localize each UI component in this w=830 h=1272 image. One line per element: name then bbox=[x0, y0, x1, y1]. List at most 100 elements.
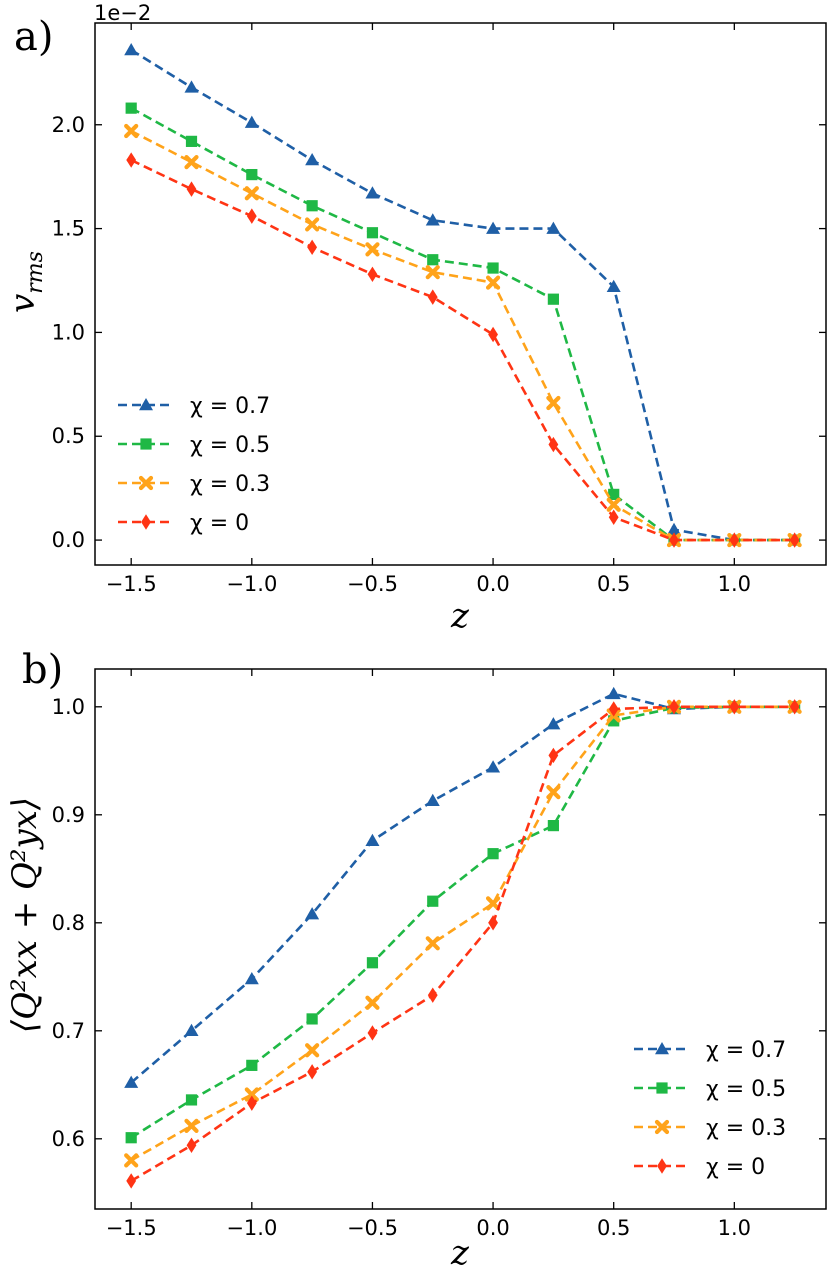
data-point bbox=[548, 747, 559, 764]
x-tick-label: 0.0 bbox=[476, 572, 509, 596]
data-point bbox=[305, 153, 320, 166]
panel-b-ylabel: ⟨Q²xx + Q²yx⟩ bbox=[5, 797, 45, 1033]
y-tick-label: 2.0 bbox=[52, 113, 85, 137]
data-point bbox=[125, 102, 137, 114]
data-point bbox=[427, 254, 439, 266]
data-point bbox=[185, 1094, 198, 1106]
data-point bbox=[789, 699, 800, 715]
legend-label: χ = 0.3 bbox=[706, 1116, 786, 1141]
y-tick-label: 0.5 bbox=[52, 424, 85, 448]
y-tick-label: 0.6 bbox=[52, 1127, 85, 1151]
series-diamond bbox=[126, 699, 800, 1189]
data-point bbox=[126, 1173, 137, 1189]
data-point bbox=[425, 793, 440, 807]
x-tick-label: −1.0 bbox=[226, 572, 277, 596]
legend-entry: χ = 0.3 bbox=[634, 1116, 786, 1141]
series-line bbox=[130, 158, 795, 542]
data-point bbox=[488, 915, 498, 931]
x-tick-label: 0.5 bbox=[597, 1216, 630, 1240]
data-point bbox=[425, 265, 440, 280]
series-line bbox=[130, 705, 795, 1162]
data-point bbox=[546, 395, 561, 411]
legend-marker bbox=[141, 514, 151, 530]
panel-b-ticks: −1.5 −1.0 −0.5 0.0 0.5 1.0 0.6 0.7 0.8 0.9 1.0 bbox=[52, 669, 826, 1240]
data-point bbox=[305, 907, 320, 920]
data-point bbox=[365, 995, 380, 1010]
data-point bbox=[184, 80, 199, 93]
legend-marker bbox=[657, 1158, 667, 1174]
panel-b-frame bbox=[94, 668, 827, 1210]
data-point bbox=[185, 135, 198, 147]
legend-marker bbox=[654, 1119, 670, 1135]
series-x bbox=[124, 699, 802, 1168]
data-point bbox=[365, 242, 380, 257]
data-point bbox=[367, 266, 378, 282]
data-point bbox=[366, 227, 379, 239]
legend-entry: χ = 0.3 bbox=[118, 472, 270, 497]
data-point bbox=[425, 213, 440, 226]
legend-marker bbox=[138, 475, 154, 491]
data-point bbox=[425, 936, 440, 951]
data-point bbox=[486, 760, 501, 773]
data-point bbox=[547, 820, 559, 832]
legend-marker bbox=[140, 438, 152, 450]
data-point bbox=[366, 957, 379, 969]
data-point bbox=[669, 699, 679, 715]
panel-b: b) z ⟨Q²xx + Q²yx⟩ −1.5 −1.0 −0.5 0.0 0.5 1.0… bbox=[5, 647, 827, 1272]
panel-a-ylabel-main: v bbox=[3, 294, 43, 313]
series-diamond bbox=[126, 152, 800, 548]
legend-entry: χ = 0.7 bbox=[634, 1038, 786, 1063]
legend-label: χ = 0.7 bbox=[190, 394, 270, 419]
data-point bbox=[246, 168, 258, 181]
x-tick-label: −1.5 bbox=[106, 572, 157, 596]
legend-entry: χ = 0.5 bbox=[634, 1077, 786, 1102]
data-point bbox=[729, 532, 740, 548]
data-point bbox=[186, 181, 197, 197]
x-tick-label: −0.5 bbox=[347, 1216, 398, 1240]
data-point bbox=[427, 289, 438, 305]
x-tick-label: 1.0 bbox=[718, 572, 751, 596]
data-point bbox=[305, 1043, 320, 1058]
series-line bbox=[130, 106, 795, 542]
data-point bbox=[606, 686, 621, 700]
panel-a-ylabel-sub: rms bbox=[23, 251, 48, 294]
legend-label: χ = 0.7 bbox=[706, 1038, 786, 1063]
data-point bbox=[124, 42, 139, 56]
data-point bbox=[608, 488, 620, 500]
data-point bbox=[244, 1087, 259, 1102]
data-point bbox=[367, 1025, 378, 1041]
y-tick-label: 0.8 bbox=[52, 911, 85, 935]
y-tick-label: 0.0 bbox=[52, 528, 85, 552]
legend-label: χ = 0 bbox=[706, 1155, 765, 1180]
legend-entry: χ = 0.7 bbox=[118, 394, 270, 419]
data-point bbox=[485, 275, 501, 290]
y-tick-label: 1.5 bbox=[52, 217, 85, 241]
legend-label: χ = 0.3 bbox=[190, 472, 270, 497]
data-point bbox=[427, 987, 438, 1003]
data-point bbox=[427, 895, 439, 907]
data-point bbox=[184, 155, 199, 170]
legend-entry: χ = 0.5 bbox=[118, 433, 270, 458]
panel-b-legend: χ = 0.7 χ = 0.5 χ = 0.3 χ = 0 bbox=[634, 1038, 786, 1180]
panel-a-legend: χ = 0.7 χ = 0.5 χ = 0.3 χ = 0 bbox=[118, 394, 270, 536]
data-point bbox=[546, 717, 561, 730]
data-point bbox=[124, 123, 139, 139]
legend-entry: χ = 0 bbox=[118, 511, 249, 536]
data-point bbox=[124, 1075, 139, 1088]
data-point bbox=[126, 152, 137, 168]
data-point bbox=[485, 896, 501, 911]
y-tick-label: 1.0 bbox=[52, 320, 85, 344]
panel-a-offset-label: 1e−2 bbox=[94, 1, 151, 25]
series-line bbox=[130, 705, 795, 1183]
data-point bbox=[365, 186, 380, 199]
legend-label: χ = 0.5 bbox=[190, 433, 270, 458]
data-point bbox=[487, 262, 499, 274]
data-point bbox=[244, 971, 259, 985]
data-point bbox=[606, 279, 621, 292]
data-point bbox=[244, 186, 259, 201]
data-point bbox=[608, 701, 619, 717]
data-point bbox=[547, 293, 559, 305]
legend-marker bbox=[655, 1042, 669, 1055]
series-line bbox=[130, 48, 795, 542]
